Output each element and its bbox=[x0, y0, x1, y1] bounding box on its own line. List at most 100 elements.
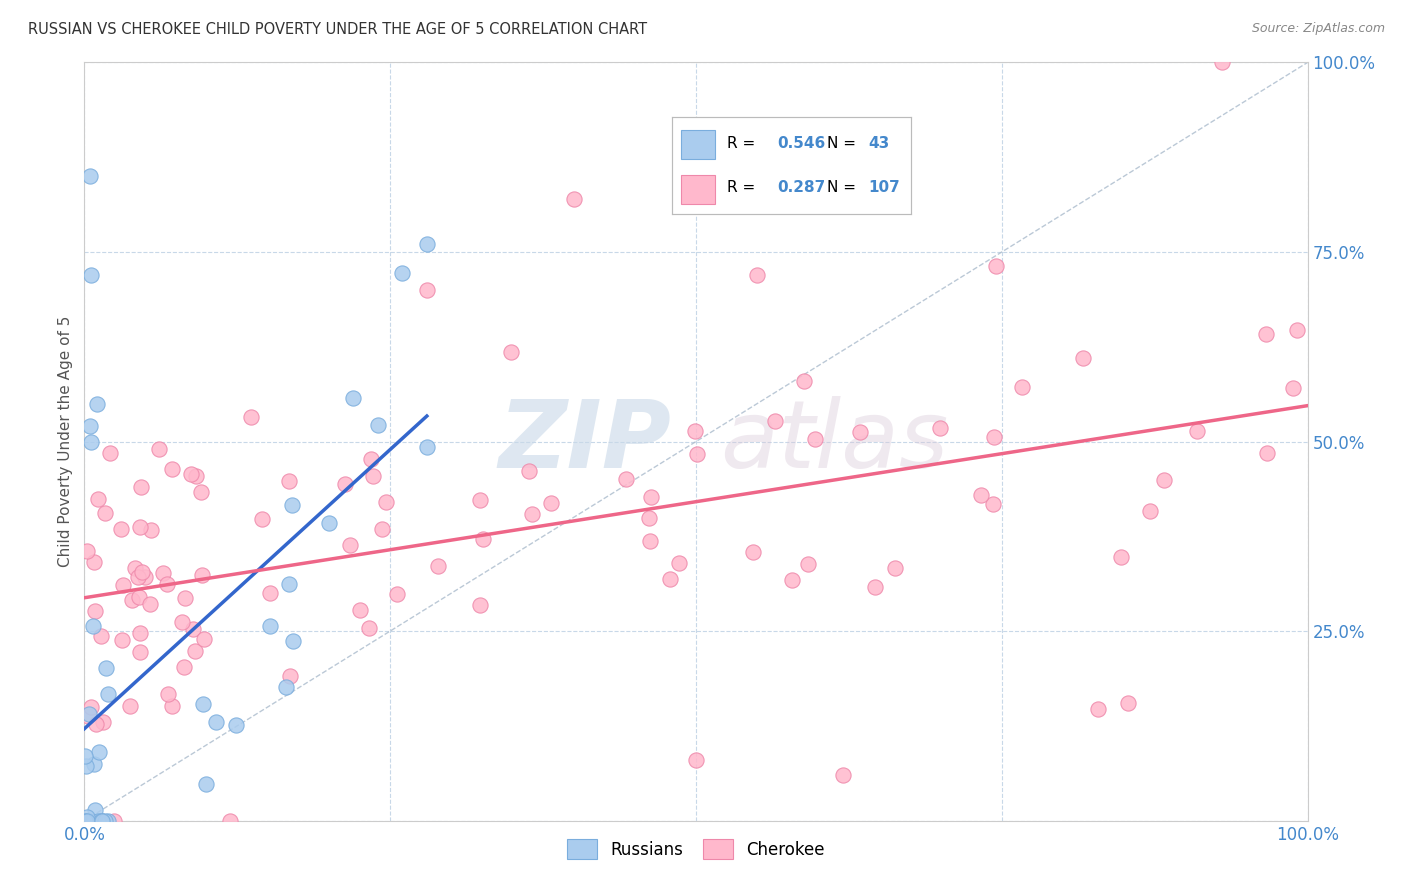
Point bbox=[342, 391, 364, 405]
Point bbox=[82, 814, 104, 828]
Point bbox=[191, 568, 214, 582]
Point bbox=[94, 506, 117, 520]
Point bbox=[683, 424, 706, 438]
Point bbox=[118, 698, 141, 713]
Point bbox=[638, 534, 661, 549]
Point bbox=[614, 472, 637, 486]
Point bbox=[76, 814, 98, 828]
Point bbox=[131, 565, 153, 579]
Point bbox=[183, 643, 205, 657]
Point bbox=[472, 532, 495, 546]
Point bbox=[98, 446, 121, 460]
Point bbox=[111, 578, 134, 592]
Point bbox=[76, 708, 98, 723]
Legend: Russians, Cherokee: Russians, Cherokee bbox=[560, 833, 832, 865]
Point bbox=[1256, 446, 1278, 460]
Point bbox=[193, 632, 215, 646]
Point bbox=[416, 440, 439, 454]
Text: Source: ZipAtlas.com: Source: ZipAtlas.com bbox=[1251, 22, 1385, 36]
Point bbox=[562, 192, 585, 206]
Point bbox=[94, 661, 117, 675]
Point bbox=[416, 283, 439, 297]
Point bbox=[470, 598, 492, 612]
Point bbox=[103, 814, 125, 828]
Text: ZIP: ZIP bbox=[499, 395, 672, 488]
Point bbox=[540, 496, 562, 510]
Point bbox=[148, 442, 170, 457]
Point bbox=[128, 626, 150, 640]
Point bbox=[863, 580, 886, 594]
Text: 43: 43 bbox=[868, 136, 890, 151]
Point bbox=[79, 700, 101, 714]
Point bbox=[638, 510, 661, 524]
Point bbox=[79, 434, 101, 449]
Point bbox=[1211, 55, 1233, 70]
Point bbox=[139, 597, 162, 611]
Point bbox=[97, 687, 120, 701]
Point bbox=[1256, 326, 1278, 341]
Point bbox=[501, 345, 523, 359]
Point bbox=[349, 602, 371, 616]
Point bbox=[1187, 424, 1209, 438]
Point bbox=[374, 495, 396, 509]
Point bbox=[278, 577, 301, 591]
Point bbox=[1011, 380, 1033, 394]
Point bbox=[416, 236, 439, 251]
Point bbox=[519, 464, 541, 478]
Point bbox=[984, 260, 1007, 274]
Point bbox=[79, 419, 101, 434]
Point bbox=[520, 507, 543, 521]
Point bbox=[1109, 549, 1132, 564]
Point bbox=[111, 633, 134, 648]
Point bbox=[139, 523, 162, 537]
Point bbox=[283, 634, 305, 648]
Point bbox=[156, 576, 179, 591]
Point bbox=[86, 814, 108, 828]
Point bbox=[90, 814, 112, 828]
FancyBboxPatch shape bbox=[681, 130, 714, 159]
Point bbox=[75, 814, 97, 828]
Point bbox=[160, 462, 183, 476]
Point bbox=[804, 432, 827, 446]
Point bbox=[91, 814, 114, 828]
Point bbox=[152, 566, 174, 580]
Point bbox=[91, 714, 114, 729]
Point bbox=[281, 498, 304, 512]
Point bbox=[195, 777, 218, 791]
Text: N =: N = bbox=[827, 180, 862, 195]
Point bbox=[370, 522, 392, 536]
Point bbox=[94, 814, 117, 828]
Point bbox=[250, 512, 273, 526]
Point bbox=[747, 268, 769, 282]
Point bbox=[173, 660, 195, 674]
Point bbox=[259, 619, 281, 633]
Point bbox=[87, 491, 110, 506]
Point bbox=[90, 630, 112, 644]
Point bbox=[157, 687, 180, 701]
Point bbox=[110, 522, 132, 536]
Point bbox=[765, 414, 787, 428]
Point bbox=[170, 615, 193, 629]
Point bbox=[361, 469, 384, 483]
Point bbox=[928, 421, 950, 435]
Point bbox=[73, 749, 96, 764]
Point bbox=[129, 519, 152, 533]
Point bbox=[204, 715, 226, 730]
Point bbox=[76, 810, 98, 824]
Point bbox=[84, 716, 107, 731]
Point bbox=[191, 698, 214, 712]
Point bbox=[76, 544, 98, 558]
Point bbox=[797, 557, 820, 571]
Point bbox=[339, 538, 361, 552]
FancyBboxPatch shape bbox=[681, 175, 714, 204]
Point bbox=[160, 699, 183, 714]
Point bbox=[127, 570, 149, 584]
Text: 0.287: 0.287 bbox=[778, 180, 825, 195]
Point bbox=[86, 396, 108, 410]
Point bbox=[780, 573, 803, 587]
Point bbox=[884, 560, 907, 574]
Point bbox=[83, 604, 105, 618]
Point bbox=[278, 474, 301, 488]
Point bbox=[686, 447, 709, 461]
Point bbox=[174, 591, 197, 605]
